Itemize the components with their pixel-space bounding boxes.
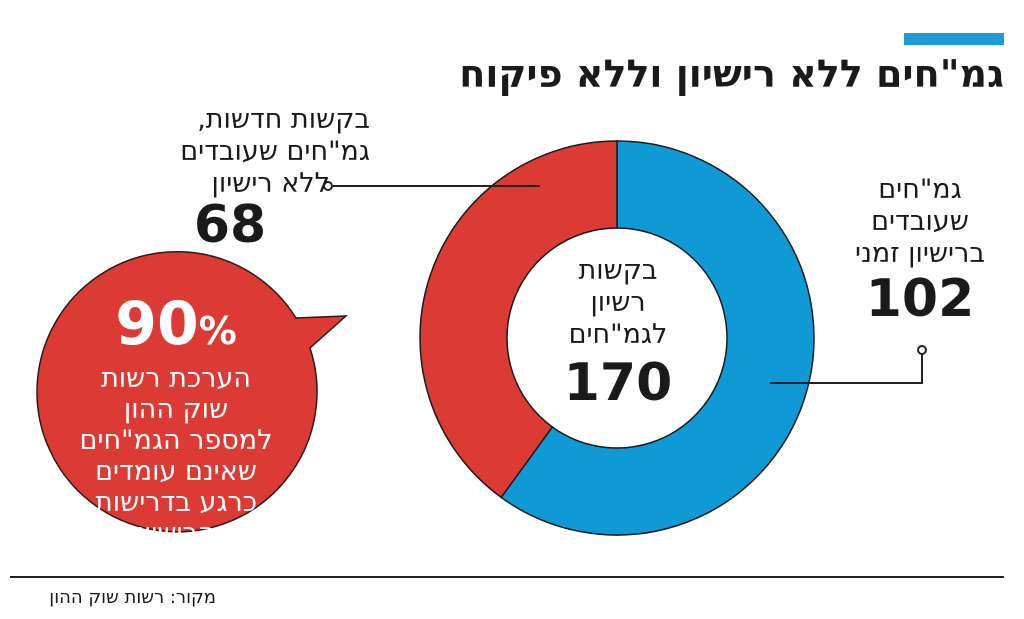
donut-slice-1 <box>419 140 618 499</box>
donut-slice-0 <box>500 140 815 536</box>
right-leader-line <box>770 345 927 384</box>
percent-sign: % <box>198 309 237 353</box>
donut-chart <box>419 140 815 536</box>
label-line: גמ"חים שעובדים <box>180 136 370 167</box>
bubble-text: 90% הערכת רשות שוק ההון למספר הגמ"חים שא… <box>46 292 306 549</box>
bubble-percent: 90% <box>46 292 306 363</box>
footer-divider <box>10 576 1004 578</box>
bubble-line: למספר הגמ"חים <box>79 425 273 456</box>
bubble-line: שאינם עומדים <box>95 456 257 487</box>
bubble-number: 90 <box>115 289 199 359</box>
label-line: רשיון <box>590 287 646 318</box>
right-slice-label: גמ"חים שעובדים ברישיון זמני <box>830 174 1010 270</box>
left-leader-line <box>323 181 540 191</box>
right-slice-value: 102 <box>865 269 975 329</box>
center-total: 170 <box>563 353 673 413</box>
center-label: בקשות רשיון לגמ"חים <box>520 255 716 351</box>
chart-title: גמ"חים ללא רישיון וללא פיקוח <box>459 52 1004 96</box>
left-slice-value: 68 <box>193 195 267 255</box>
label-line: שעובדים <box>871 206 969 237</box>
bubble-line: כרגע בדרישות <box>95 487 257 518</box>
bubble-line: שוק ההון <box>123 394 229 425</box>
source-note: מקור: רשות שוק ההון <box>49 587 216 608</box>
left-slice-label: בקשות חדשות, גמ"חים שעובדים ללא רישיון <box>110 104 370 200</box>
label-line: בקשות <box>578 255 658 286</box>
label-line: ללא רישיון <box>211 168 330 199</box>
label-line: ברישיון זמני <box>855 238 985 269</box>
label-line: גמ"חים <box>878 174 962 205</box>
bubble-line: הרישיון <box>136 518 216 549</box>
label-line: בקשות חדשות, <box>197 104 370 135</box>
speech-bubble <box>36 251 349 533</box>
bubble-line: הערכת רשות <box>101 363 251 394</box>
label-line: לגמ"חים <box>568 319 668 350</box>
accent-bar <box>904 33 1004 45</box>
